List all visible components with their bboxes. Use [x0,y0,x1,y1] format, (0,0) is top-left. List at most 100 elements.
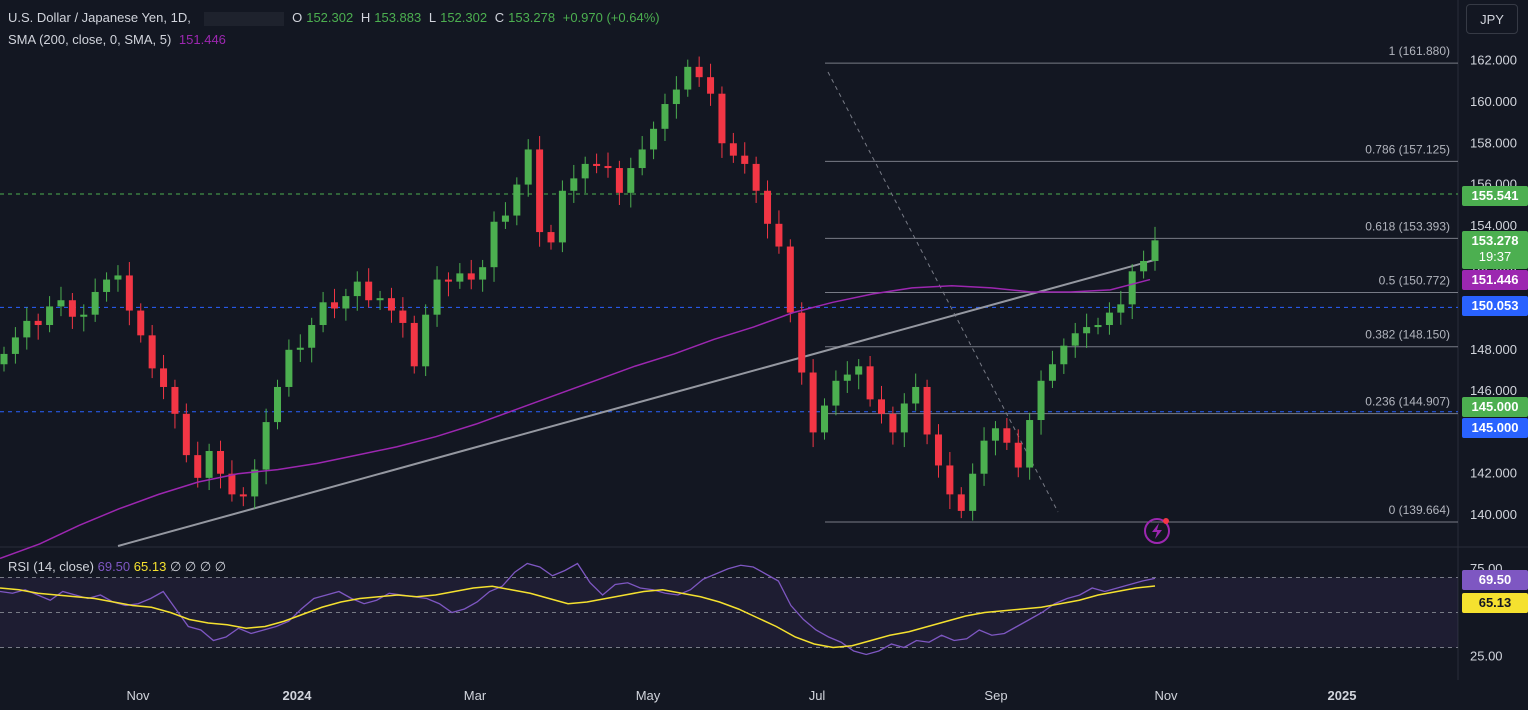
close-label: C [494,10,505,25]
x-tick-label: Jul [809,688,826,703]
rsi-tick-label: 25.00 [1470,648,1503,663]
change-value: +0.970 (+0.64%) [562,10,660,25]
candle-body [1026,420,1034,468]
candle-body [217,450,225,474]
candle-body [1060,345,1068,365]
candle-body [729,143,737,156]
open-value: 152.302 [306,10,354,25]
candle-body [285,349,293,387]
candle-body [1094,325,1102,328]
candle-body [558,190,566,243]
candle-body [467,273,475,280]
candle-body [433,279,441,315]
candle-body [137,310,145,336]
tag-150: 150.053 [1462,296,1528,316]
candle-body [228,473,236,495]
tag-145-green: 145.000 [1462,397,1528,417]
candle-body [296,347,304,350]
candle-body [741,155,749,164]
candle-body [786,246,794,313]
sma-legend[interactable]: SMA (200, close, 0, SMA, 5) 151.446 [8,32,230,47]
currency-label: JPY [1480,11,1504,27]
symbol-legend: U.S. Dollar / Japanese Yen, 1D, O 152.302… [8,10,664,26]
candle-body [376,298,384,301]
rsi-line [0,562,1156,656]
candle-body [581,163,589,179]
candle-body [775,223,783,247]
sma-label: SMA (200, close, 0, SMA, 5) [8,32,172,47]
rsi-label: RSI (14, close) [8,559,94,574]
candle-body [11,337,19,354]
fib-level-label: 0.382 (148.150) [1365,328,1450,342]
candle-body [422,314,430,367]
x-tick-label: May [636,688,661,703]
candle-body [114,275,122,280]
candle-body [718,93,726,144]
candle-body [205,450,213,478]
candle-body [615,168,623,193]
candle-body [866,366,874,400]
y-tick-label: 158.000 [1470,135,1517,150]
candle-body [194,455,202,478]
candle-body [900,403,908,433]
candle-body [980,440,988,474]
rsi-extra: ∅ ∅ ∅ ∅ [169,559,227,574]
candle-body [342,296,350,309]
sma-line [0,278,1151,560]
x-tick-label: 2025 [1328,688,1357,703]
candle-body [456,273,464,282]
candle-body [171,386,179,414]
candle-body [148,335,156,369]
high-value: 153.883 [374,10,422,25]
tag-rsi: 69.50 [1462,570,1528,590]
candle-body [991,428,999,441]
candle-body [1140,260,1148,272]
fib-level-label: 1 (161.880) [1389,44,1450,58]
candle-body [969,473,977,511]
replay-icon [1144,518,1170,544]
candle-body [251,469,259,497]
candle-body [68,300,76,317]
candle-body [524,149,532,185]
candle-body [1048,364,1056,381]
rsi-value: 69.50 [97,559,131,574]
candle-body [410,322,418,367]
candle-body [1117,304,1125,313]
candle-body [536,149,544,233]
candle-body [399,310,407,323]
candle-body [821,405,829,433]
candle-body [444,279,452,282]
candle-body [707,77,715,94]
candle-body [889,413,897,433]
fib-level-label: 0.236 (144.907) [1365,395,1450,409]
candle-body [501,215,509,222]
open-label: O [292,10,303,25]
candle-body [274,386,282,423]
y-tick-label: 160.000 [1470,94,1517,109]
y-tick-label: 140.000 [1470,507,1517,522]
y-tick-label: 146.000 [1470,383,1517,398]
candle-body [604,165,612,169]
candle-body [934,434,942,466]
candle-body [684,66,692,90]
candle-body [353,281,361,297]
candle-body [0,353,8,365]
candle-body [570,178,578,191]
trendline [117,258,1159,547]
candle-body [946,465,954,495]
lightning-icon [1152,523,1162,539]
candle-body [34,320,42,326]
rsi-ma-value: 65.13 [133,559,167,574]
x-tick-label: Nov [126,688,150,703]
candle-body [490,221,498,268]
candle-body [365,281,373,301]
rsi-legend[interactable]: RSI (14, close) 69.50 65.13 ∅ ∅ ∅ ∅ [8,559,226,575]
y-tick-label: 148.000 [1470,342,1517,357]
candle-body [832,380,840,406]
candle-body [308,325,316,348]
currency-button[interactable]: JPY [1466,4,1518,34]
candle-body [182,413,190,456]
x-tick-label: Sep [984,688,1007,703]
fib-level-label: 0.618 (153.393) [1365,219,1450,233]
